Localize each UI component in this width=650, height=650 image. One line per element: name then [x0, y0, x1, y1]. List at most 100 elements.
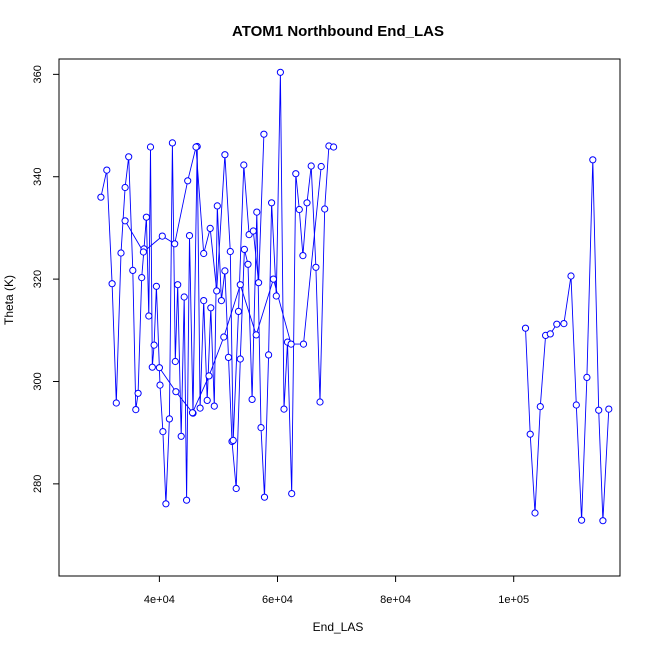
data-point	[240, 245, 248, 253]
data-point	[265, 351, 273, 359]
data-point	[236, 281, 244, 289]
data-point	[316, 398, 324, 406]
series-layer	[97, 68, 613, 525]
data-point	[240, 161, 248, 169]
data-point	[221, 151, 229, 159]
y-axis: 280 300 320 340 360	[32, 65, 59, 493]
data-point	[155, 364, 163, 372]
data-point	[226, 247, 234, 256]
x-axis: 4e+04 6e+04 8e+04 1e+05	[144, 576, 529, 606]
data-point	[232, 484, 240, 493]
data-point	[589, 156, 597, 164]
data-point	[129, 266, 137, 274]
data-point	[171, 240, 179, 248]
data-point	[148, 363, 156, 371]
data-point	[269, 275, 277, 283]
data-point	[145, 312, 153, 320]
data-point	[583, 373, 591, 381]
data-point	[260, 130, 268, 138]
x-tick-label: 6e+04	[262, 594, 293, 606]
data-point	[174, 281, 182, 289]
data-point	[168, 139, 176, 147]
data-point	[546, 330, 554, 338]
data-point	[312, 263, 320, 271]
data-point	[171, 357, 179, 366]
data-point	[578, 516, 586, 524]
data-point	[103, 166, 111, 174]
data-point	[200, 297, 208, 305]
data-point	[303, 199, 311, 207]
data-point	[139, 248, 147, 256]
data-point	[229, 436, 237, 444]
plot-frame	[58, 58, 621, 577]
data-point	[162, 500, 170, 508]
data-point	[132, 406, 140, 414]
data-point	[553, 320, 561, 328]
data-point	[213, 202, 221, 210]
data-point	[220, 333, 228, 341]
data-point	[177, 432, 185, 440]
data-point	[224, 353, 233, 361]
data-point	[200, 249, 208, 258]
data-point	[207, 304, 215, 312]
data-point	[206, 224, 214, 232]
data-point	[536, 403, 544, 411]
data-point	[221, 267, 229, 275]
data-point	[287, 340, 295, 348]
x-tick-label: 4e+04	[144, 594, 175, 606]
data-point	[299, 340, 308, 348]
data-point	[205, 372, 213, 380]
x-tick-label: 1e+05	[498, 594, 529, 606]
data-point	[210, 402, 218, 410]
data-point	[152, 282, 160, 290]
data-point	[531, 509, 539, 517]
data-point	[252, 331, 260, 339]
data-point	[184, 177, 192, 185]
data-point	[292, 170, 300, 178]
data-point	[605, 405, 613, 413]
y-tick-label: 300	[32, 372, 44, 390]
y-tick-label: 360	[32, 65, 44, 83]
data-point	[330, 143, 338, 151]
chart-title: ATOM1 Northbound End_LAS	[232, 23, 444, 40]
data-point	[234, 307, 243, 315]
data-point	[188, 409, 197, 417]
data-point	[112, 399, 120, 407]
data-point	[268, 199, 276, 207]
data-point	[317, 162, 325, 171]
data-point	[213, 287, 221, 295]
data-point	[159, 428, 167, 436]
data-point	[183, 496, 191, 504]
data-point	[280, 405, 288, 413]
data-point	[134, 389, 142, 397]
data-point	[255, 279, 263, 287]
data-point	[595, 406, 603, 414]
data-point	[567, 272, 575, 280]
data-point	[288, 490, 296, 498]
data-point	[192, 143, 200, 151]
data-point	[125, 153, 133, 161]
data-point	[165, 415, 173, 423]
data-point	[156, 381, 164, 389]
data-point	[180, 293, 188, 301]
data-point	[121, 183, 129, 192]
data-point	[108, 280, 116, 288]
data-point	[521, 324, 530, 332]
data-point	[572, 401, 580, 409]
data-point	[97, 193, 105, 201]
data-point	[172, 388, 180, 396]
y-tick-label: 340	[32, 168, 44, 186]
data-point	[295, 205, 303, 214]
data-point	[196, 404, 204, 412]
data-point	[158, 232, 166, 240]
series-line	[159, 166, 322, 414]
data-point	[142, 213, 150, 221]
data-point	[138, 274, 146, 282]
data-point	[272, 292, 280, 300]
data-point	[276, 68, 284, 76]
data-point	[307, 162, 315, 170]
y-tick-label: 320	[32, 270, 44, 288]
data-point	[526, 430, 534, 438]
data-point	[253, 208, 261, 216]
